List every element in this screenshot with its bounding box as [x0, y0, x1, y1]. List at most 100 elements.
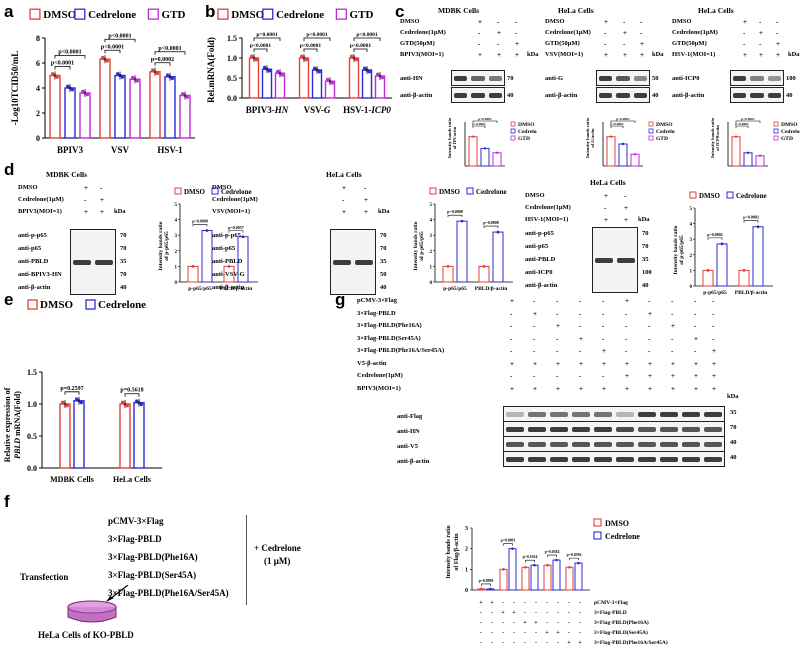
blot-band	[768, 93, 781, 98]
antibody-label: anti-BPIV3-HN	[18, 271, 62, 278]
mw-label: 40	[380, 284, 387, 291]
panel-label-d: d	[4, 160, 14, 180]
legend-text: Cedrelone	[605, 532, 640, 541]
legend-text: GTD	[162, 9, 186, 21]
sign: +	[712, 385, 716, 393]
sign: -	[648, 335, 650, 343]
sign: +	[478, 51, 482, 59]
sig-bracket	[504, 544, 513, 546]
sign: +	[743, 18, 747, 26]
data-point	[268, 69, 271, 72]
sign: -	[759, 18, 761, 26]
bar	[188, 266, 198, 282]
legend-swatch	[594, 519, 601, 526]
sign: +	[512, 610, 516, 616]
sign: -	[625, 310, 627, 318]
blot-image	[730, 87, 784, 103]
blot-band	[528, 442, 546, 447]
mw-label: 70	[380, 232, 387, 239]
bar	[481, 148, 489, 166]
data-point	[483, 265, 486, 268]
sig-bracket	[611, 126, 623, 128]
legend-text: DMSO	[518, 122, 535, 128]
x-tick-label: p-p65/p65	[703, 290, 727, 296]
legend-text: DMSO	[231, 9, 264, 21]
sign: -	[556, 335, 558, 343]
legend-text: DMSO	[656, 122, 673, 128]
legend-text: Cedrelone	[98, 299, 146, 311]
blot-band	[638, 442, 656, 447]
bar	[313, 70, 322, 98]
sign: -	[648, 322, 650, 330]
sign: -	[510, 310, 512, 318]
sign: +	[579, 335, 583, 343]
sign: +	[578, 640, 582, 646]
legend-swatch	[649, 129, 653, 133]
x-tick-label: BPIV3-HN	[246, 105, 289, 115]
legend-swatch	[336, 9, 346, 19]
antibody-label: anti-PBLD	[18, 258, 48, 265]
sign: -	[694, 347, 696, 355]
sign: -	[623, 40, 625, 48]
sign: -	[510, 347, 512, 355]
legend-swatch	[75, 9, 85, 19]
cell-title: MDBK Cells	[438, 6, 479, 15]
sign: -	[546, 600, 548, 606]
blot-band	[489, 93, 502, 98]
sign: +	[640, 51, 644, 59]
data-point	[480, 588, 483, 591]
legend-text: GTD	[518, 136, 530, 142]
p-value: p=0.9999	[479, 579, 494, 583]
mw-label: 40	[730, 454, 737, 461]
condition-label: 3×Flag-PBLD(Phe16A/Ser45A)	[357, 347, 444, 354]
blot-band	[599, 93, 612, 98]
sign: -	[491, 620, 493, 626]
mini-chart: DMSO CedreloneIntensity bands ratio of p-p…	[405, 186, 535, 296]
blot-band	[506, 427, 524, 432]
data-point	[140, 403, 143, 406]
blot-image	[70, 229, 116, 295]
construct-item: 3×Flag-PBLD(Ser45A)	[108, 566, 229, 584]
sign: +	[100, 208, 104, 216]
bar	[300, 58, 309, 98]
mw-label: 50	[652, 75, 659, 82]
data-point	[721, 242, 724, 245]
bar	[531, 565, 538, 590]
condition-label: DMSO	[545, 18, 565, 25]
bar	[703, 270, 713, 286]
data-point	[368, 70, 371, 73]
sign: +	[364, 196, 368, 204]
blot-band	[572, 457, 590, 462]
data-point	[136, 79, 139, 82]
antibody-label: anti-G	[545, 75, 563, 82]
y-tick-label: 4	[36, 84, 40, 93]
y-axis-label: of p-p65/p65	[679, 235, 685, 265]
x-tick-label: BPIV3	[57, 145, 84, 155]
legend-swatch	[690, 192, 696, 198]
mw-label: 100	[786, 75, 796, 82]
construct-item: 3×Flag-PBLD(Phe16A)	[108, 548, 229, 566]
bar	[50, 76, 60, 139]
data-point	[86, 93, 89, 96]
bar	[115, 76, 125, 139]
sign: -	[480, 630, 482, 636]
sig-bracket	[105, 39, 135, 42]
construct-divider	[246, 515, 247, 605]
blot-band	[616, 427, 634, 432]
y-tick-label: 0.0	[227, 94, 237, 103]
blot-band	[489, 76, 502, 81]
sign: -	[671, 347, 673, 355]
bar	[238, 237, 248, 282]
chart-a: DMSO Cedrelone GTD02468p<0.0001p<0.0001p<0…	[0, 0, 205, 160]
data-point	[533, 564, 536, 567]
blot-image	[503, 436, 725, 452]
sign: -	[535, 630, 537, 636]
x-tick-label: PBLD/β-actin	[735, 290, 768, 296]
condition-label: 3×Flag-PBLD(Ser45A)	[357, 335, 421, 342]
sign: -	[491, 610, 493, 616]
sign: -	[510, 322, 512, 330]
x-tick-label: p-p65/p65	[188, 286, 212, 292]
bar	[753, 227, 763, 286]
sign: -	[478, 40, 480, 48]
bar	[80, 93, 90, 138]
